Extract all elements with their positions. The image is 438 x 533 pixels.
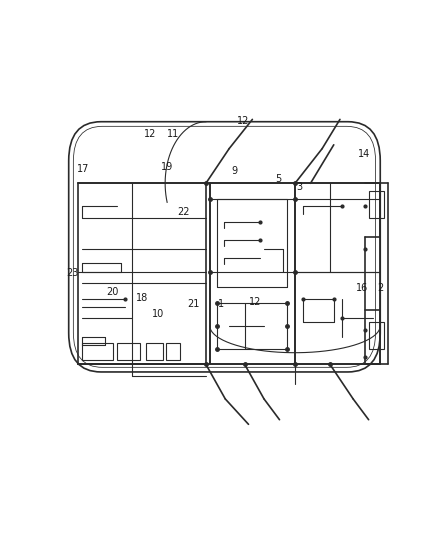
Text: 16: 16	[356, 282, 368, 293]
Bar	[82, 343, 113, 360]
Bar	[146, 343, 163, 360]
Text: 11: 11	[167, 129, 180, 139]
Text: 12: 12	[237, 116, 249, 126]
Text: 3: 3	[296, 182, 302, 192]
Text: 23: 23	[67, 268, 79, 278]
Bar	[166, 343, 180, 360]
Bar	[369, 191, 384, 218]
Text: 14: 14	[357, 149, 370, 159]
Bar	[369, 322, 384, 349]
Text: 12: 12	[249, 297, 261, 307]
Text: 1: 1	[218, 299, 224, 309]
Text: 5: 5	[276, 174, 282, 184]
Text: 2: 2	[378, 282, 384, 293]
Text: 17: 17	[77, 164, 89, 174]
Text: 19: 19	[161, 161, 173, 172]
Bar	[117, 343, 140, 360]
Text: 18: 18	[136, 293, 148, 303]
Text: 20: 20	[106, 287, 119, 297]
Text: 12: 12	[144, 129, 156, 139]
Text: 21: 21	[187, 299, 199, 309]
Text: 10: 10	[152, 309, 164, 319]
Text: 9: 9	[232, 166, 238, 176]
Text: 22: 22	[177, 207, 190, 217]
